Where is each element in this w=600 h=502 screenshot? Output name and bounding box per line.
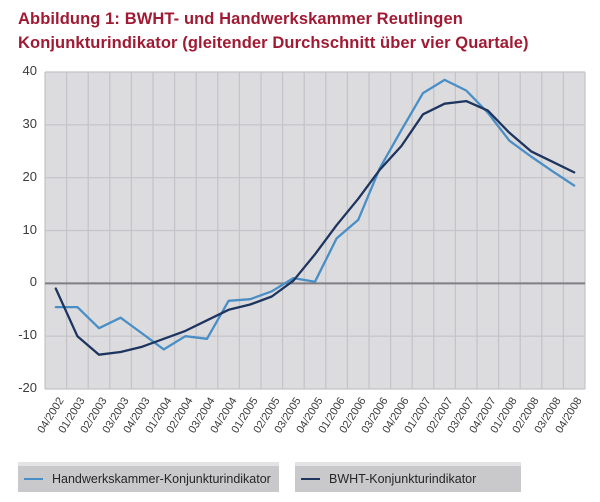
y-axis-tick-label: -20 xyxy=(18,380,37,395)
y-axis: 40 30 20 10 0 -10 -20 xyxy=(0,0,40,400)
chart-title-line1: Abbildung 1: BWHT- und Handwerkskammer R… xyxy=(18,10,463,28)
legend-label: Handwerkskammer-Konjunkturindikator xyxy=(52,472,271,486)
y-axis-tick-label: 20 xyxy=(22,168,37,184)
y-axis-tick-label: 30 xyxy=(22,115,37,131)
y-axis-tick-label: 0 xyxy=(29,274,37,290)
line-sample-bwht xyxy=(301,478,320,480)
legend-item-handwerkskammer: Handwerkskammer-Konjunkturindikator xyxy=(18,462,279,492)
chart-title-line2: Konjunkturindikator (gleitender Durchsch… xyxy=(18,33,529,52)
y-axis-tick-label: 40 xyxy=(22,63,37,78)
legend-item-bwht: BWHT-Konjunkturindikator xyxy=(295,462,521,492)
plot-area xyxy=(44,71,586,390)
legend-label: BWHT-Konjunkturindikator xyxy=(329,472,477,486)
chart-title: Abbildung 1: BWHT- und Handwerkskammer R… xyxy=(18,8,593,56)
y-axis-tick-label: 10 xyxy=(22,221,37,237)
y-axis-tick-label: -10 xyxy=(18,327,37,343)
legend: Handwerkskammer-Konjunkturindikator BWHT… xyxy=(0,462,600,494)
line-sample-handwerkskammer xyxy=(24,478,43,480)
line-chart: 40 30 20 10 0 -10 -20 04/2002 01/2003 02/2003 03/… xyxy=(0,0,600,460)
x-axis: 04/2002 01/2003 02/2003 03/2003 04/2003 01/20… xyxy=(0,394,600,460)
